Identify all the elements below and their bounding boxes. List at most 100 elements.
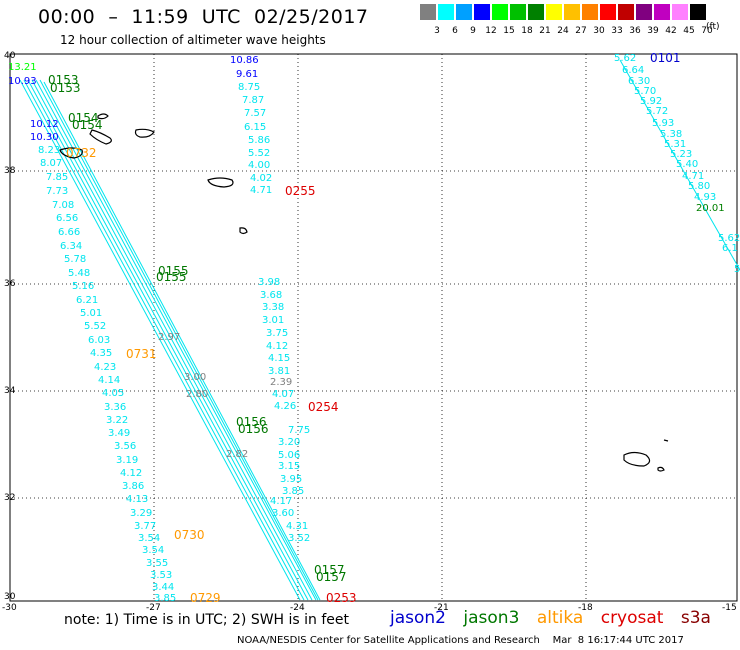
pass-label: 0101	[650, 51, 681, 65]
wave-height-value: 13.21	[8, 62, 37, 73]
wave-height-value: 3.49	[108, 428, 130, 439]
scale-swatch-39	[636, 4, 652, 20]
wave-height-value: 5.92	[640, 96, 662, 107]
wave-height-value: 7.85	[46, 172, 68, 183]
pass-label: 0157	[314, 563, 345, 577]
legend-altika: altika	[536, 608, 584, 628]
wave-height-value: 10.30	[30, 132, 59, 143]
wave-height-value: 5.40	[676, 159, 698, 170]
wave-height-value: 4.17	[270, 496, 292, 507]
scale-label: 70	[701, 26, 713, 36]
pass-label: 0155	[156, 270, 187, 284]
pass-label: 0732	[66, 146, 97, 160]
wave-height-value: 3.44	[152, 582, 174, 593]
wave-height-value: 5.52	[248, 148, 270, 159]
wave-height-value: 3.53	[150, 570, 172, 581]
wave-height-value: 4.14	[98, 375, 120, 386]
scale-swatch-21	[528, 4, 544, 20]
wave-height-value: 3.29	[130, 508, 152, 519]
scale-swatch-18	[510, 4, 526, 20]
pass-label: 0731	[126, 347, 157, 361]
wave-height-value: 5.16	[72, 281, 94, 292]
scale-swatch-36	[618, 4, 634, 20]
wave-height-value: 3.60	[272, 508, 294, 519]
wave-height-value: 8.75	[238, 82, 260, 93]
wave-height-value: 5.72	[646, 106, 668, 117]
wave-height-value: 4.35	[90, 348, 112, 359]
scale-swatch-6	[438, 4, 454, 20]
wave-height-value: 4.71	[682, 171, 704, 182]
island-shape	[89, 129, 112, 145]
wave-height-value: 5.23	[670, 149, 692, 160]
lat-label: 34	[4, 386, 16, 396]
wave-height-value: 3.20	[278, 437, 300, 448]
lat-label: 36	[4, 279, 16, 289]
wave-height-value: 5.93	[652, 118, 674, 129]
legend-s3a: s3a	[680, 608, 711, 628]
lon-label: -24	[290, 603, 305, 613]
scale-label: 24	[557, 26, 569, 36]
longitude-axis: -30 -27 -24 -21 -18 -15	[2, 603, 737, 613]
island-shape	[97, 113, 109, 120]
wave-height-value: 5.38	[660, 129, 682, 140]
pass-label: 0154	[68, 111, 99, 125]
lon-label: -18	[578, 603, 593, 613]
wave-height-value: 6.15	[244, 122, 266, 133]
wave-height-value: 6.64	[622, 65, 644, 76]
wave-height-value: 7.08	[52, 200, 74, 211]
wave-height-value: 10.86	[230, 55, 259, 66]
credit-footer: NOAA/NESDIS Center for Satellite Applica…	[237, 635, 684, 646]
pass-label: 0157	[316, 570, 347, 584]
wave-height-value: 5.80	[688, 181, 710, 192]
wave-height-value: 3.00	[184, 372, 206, 383]
island-shape	[623, 451, 651, 467]
wave-height-value: 7.87	[242, 95, 264, 106]
wave-height-value: 6.03	[88, 335, 110, 346]
island-shape	[657, 466, 665, 472]
pass-label: 0253	[326, 591, 357, 605]
lon-label: -27	[146, 603, 161, 613]
wave-height-value: 4.12	[120, 468, 142, 479]
footnote: note: 1) Time is in UTC; 2) SWH is in fe…	[64, 612, 350, 628]
scale-swatch-3	[420, 4, 436, 20]
scale-label: 45	[683, 26, 695, 36]
map-subtitle: 12 hour collection of altimeter wave hei…	[60, 33, 326, 47]
wave-height-value: 6.1	[722, 243, 738, 254]
scale-swatch-15	[492, 4, 508, 20]
wave-height-value: 5.62	[614, 53, 636, 64]
pass-label: 0155	[158, 264, 189, 278]
wave-height-value: 4.23	[94, 362, 116, 373]
wave-height-value: 6.66	[58, 227, 80, 238]
wave-height-value: 7.73	[46, 186, 68, 197]
scale-swatch-30	[582, 4, 598, 20]
track-line	[43, 81, 321, 601]
scale-label: 6	[452, 26, 458, 36]
scale-swatch-24	[546, 4, 562, 20]
wave-height-value: 6.34	[60, 241, 82, 252]
wave-height-value: 3.01	[262, 315, 284, 326]
pass-label: 0254	[308, 400, 339, 414]
pass-label: 0156	[238, 422, 269, 436]
lat-label: 30	[4, 592, 16, 602]
latitude-axis: 40 38 36 34 32 30	[4, 51, 16, 602]
wave-height-value: 3.85	[154, 593, 176, 604]
wave-height-value: 4.15	[268, 353, 290, 364]
scale-label: 42	[665, 26, 677, 36]
wave-height-value: 3.36	[104, 402, 126, 413]
wave-height-value: 4.00	[248, 160, 270, 171]
wave-height-value: 8.07	[40, 158, 62, 169]
wave-height-value: 4.12	[266, 341, 288, 352]
wave-height-value: 7.75	[288, 425, 310, 436]
wave-height-value: 3.55	[146, 558, 168, 569]
wave-height-value: 3.85	[282, 486, 304, 497]
wave-height-value: 3.68	[260, 290, 282, 301]
wave-height-value: 4.26	[274, 401, 296, 412]
island-shape	[239, 227, 248, 235]
wave-height-value: 3.54	[142, 545, 164, 556]
scale-label: 39	[647, 26, 659, 36]
wave-height-value: 3.75	[266, 328, 288, 339]
wave-height-value: 5	[734, 264, 740, 275]
wave-height-value: 6.21	[76, 295, 98, 306]
